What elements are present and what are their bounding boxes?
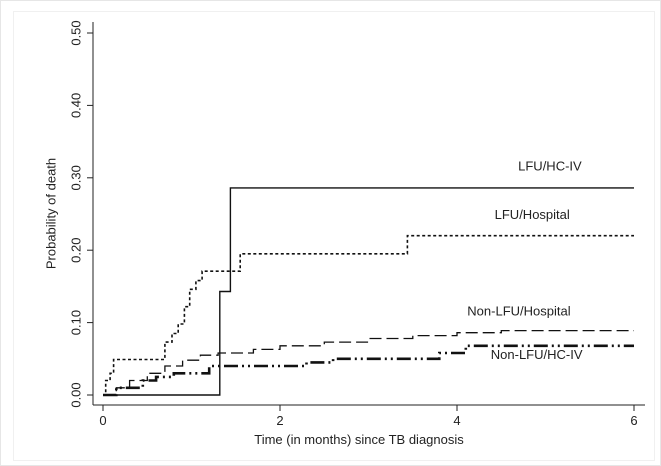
y-tick-label: 0.30 <box>68 165 83 190</box>
y-axis-title: Probability of death <box>43 158 58 269</box>
labels-layer: LFU/HC-IV LFU/Hospital Non-LFU/Hospital Non… <box>467 159 583 362</box>
x-axis-title: Time (in months) since TB diagnosis <box>254 432 464 447</box>
y-tick-label: 0.10 <box>68 310 83 335</box>
y-tick-label: 0.00 <box>68 382 83 407</box>
series-line-lfu-hc-iv <box>103 187 634 396</box>
y-tick-label: 0.50 <box>68 20 83 45</box>
series-line-non-lfu-hc-iv <box>103 344 634 397</box>
x-tick-label: 4 <box>453 413 460 428</box>
series-label-lfu-hospital: LFU/Hospital <box>495 207 570 222</box>
series-label-lfu-hc-iv: LFU/HC-IV <box>518 159 582 174</box>
series-line-lfu-hospital <box>103 234 634 396</box>
figure-inner-border <box>13 11 655 461</box>
y-tick-label: 0.40 <box>68 93 83 118</box>
series-label-non-lfu-hc-iv: Non-LFU/HC-IV <box>491 347 583 362</box>
y-tick-label: 0.20 <box>68 238 83 263</box>
series-label-non-lfu-hospital: Non-LFU/Hospital <box>467 303 570 318</box>
x-tick-label: 0 <box>99 413 106 428</box>
series-layer <box>103 187 634 397</box>
x-tick-label: 2 <box>276 413 283 428</box>
x-tick-label: 6 <box>630 413 637 428</box>
axes: 0.00 0.10 0.20 0.30 0.40 0.50 0 2 4 6 <box>68 20 645 428</box>
series-line-non-lfu-hospital <box>103 329 634 396</box>
